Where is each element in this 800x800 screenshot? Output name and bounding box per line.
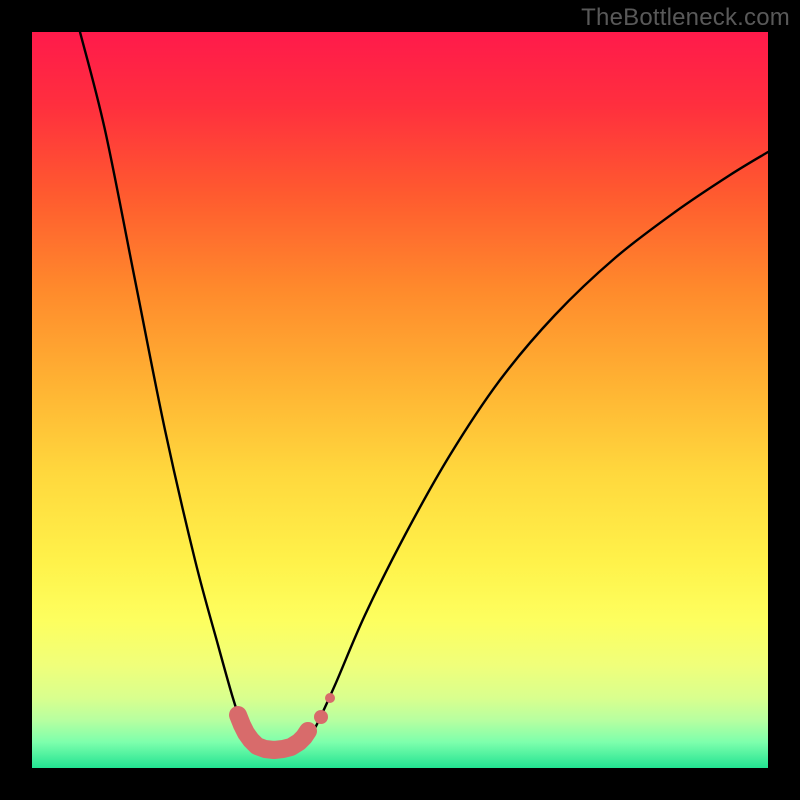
- bottleneck-curve-plot: [0, 0, 800, 800]
- watermark-text: TheBottleneck.com: [581, 4, 790, 32]
- chart-stage: TheBottleneck.com: [0, 0, 800, 800]
- gradient-background: [32, 32, 768, 768]
